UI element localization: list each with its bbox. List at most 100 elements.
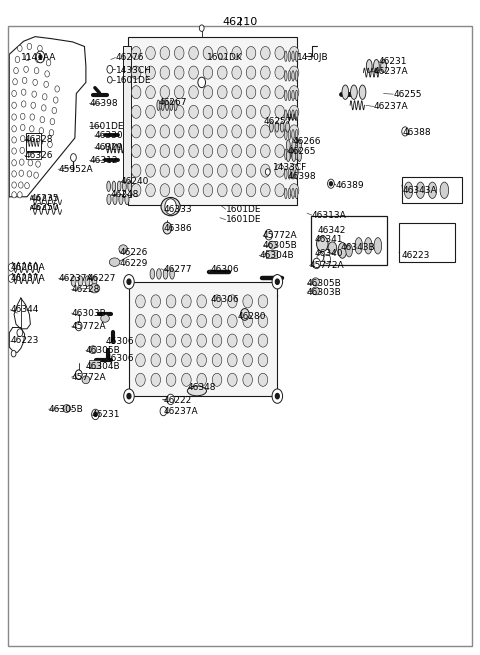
Circle shape [12,102,16,109]
Ellipse shape [288,51,291,62]
Circle shape [151,373,160,386]
Circle shape [151,334,160,347]
Circle shape [261,47,270,60]
Text: 46306: 46306 [210,265,239,274]
Circle shape [203,105,213,119]
Text: 46398: 46398 [89,99,118,108]
Circle shape [13,79,17,85]
Circle shape [181,314,191,328]
Ellipse shape [63,405,71,413]
Ellipse shape [280,122,284,132]
Text: 46326: 46326 [24,151,53,160]
Circle shape [75,322,82,331]
Text: 1601DK: 1601DK [206,53,242,62]
Ellipse shape [78,276,83,286]
Circle shape [189,47,198,60]
Circle shape [289,86,299,99]
Circle shape [42,94,47,100]
Circle shape [151,354,160,367]
Ellipse shape [71,276,76,286]
Text: 46306: 46306 [106,354,134,364]
Circle shape [232,66,241,79]
Circle shape [160,66,169,79]
Ellipse shape [292,130,294,140]
Circle shape [203,145,213,158]
Text: 46267: 46267 [158,98,187,107]
Circle shape [166,373,176,386]
Circle shape [17,329,23,337]
Circle shape [203,164,213,177]
Ellipse shape [286,151,290,162]
Circle shape [165,198,176,214]
Circle shape [232,105,241,119]
Text: 46250: 46250 [30,204,59,212]
Ellipse shape [119,194,123,204]
Circle shape [232,47,241,60]
Circle shape [136,373,145,386]
Circle shape [324,254,330,263]
Circle shape [14,67,18,74]
Circle shape [25,183,29,189]
Ellipse shape [269,241,276,249]
Circle shape [21,136,25,141]
Circle shape [45,71,49,77]
Circle shape [261,105,270,119]
Circle shape [275,125,285,138]
Circle shape [317,252,324,261]
Circle shape [217,86,227,99]
Ellipse shape [285,110,287,121]
Text: 46248: 46248 [111,191,139,199]
Circle shape [289,164,299,177]
Circle shape [136,314,145,328]
Ellipse shape [285,130,287,140]
Circle shape [167,394,174,405]
Ellipse shape [312,278,320,286]
Ellipse shape [295,169,298,179]
Circle shape [19,170,24,176]
Circle shape [20,147,24,153]
Circle shape [132,183,141,196]
Circle shape [12,182,16,188]
Circle shape [246,86,256,99]
Ellipse shape [295,110,298,121]
Ellipse shape [285,149,287,160]
Text: 45772A: 45772A [310,261,344,270]
Circle shape [146,183,156,196]
Ellipse shape [128,181,132,191]
Circle shape [258,314,268,328]
Circle shape [146,47,156,60]
Ellipse shape [292,169,294,179]
Circle shape [127,279,131,284]
Circle shape [246,125,256,138]
Circle shape [8,263,14,271]
Circle shape [166,334,176,347]
Circle shape [160,183,169,196]
Text: 46303B: 46303B [307,288,342,297]
Circle shape [275,86,285,99]
Circle shape [20,159,24,165]
Text: 46341: 46341 [314,235,343,244]
Circle shape [160,125,169,138]
Text: 46222: 46222 [163,396,192,405]
Circle shape [48,141,52,147]
Circle shape [166,314,176,328]
Circle shape [261,145,270,158]
Circle shape [166,354,176,367]
Ellipse shape [366,60,372,73]
Circle shape [228,295,237,308]
Bar [123,47,132,196]
Ellipse shape [150,269,155,279]
Bar [129,282,277,396]
Circle shape [212,295,222,308]
Ellipse shape [292,151,296,162]
Circle shape [246,105,256,119]
Text: 46277: 46277 [163,265,192,274]
Circle shape [203,47,213,60]
Text: 46333: 46333 [163,205,192,214]
Text: 46305B: 46305B [48,405,84,414]
Circle shape [217,145,227,158]
Circle shape [228,354,237,367]
Circle shape [28,148,33,154]
Circle shape [166,295,176,308]
Text: 46231: 46231 [92,410,120,419]
